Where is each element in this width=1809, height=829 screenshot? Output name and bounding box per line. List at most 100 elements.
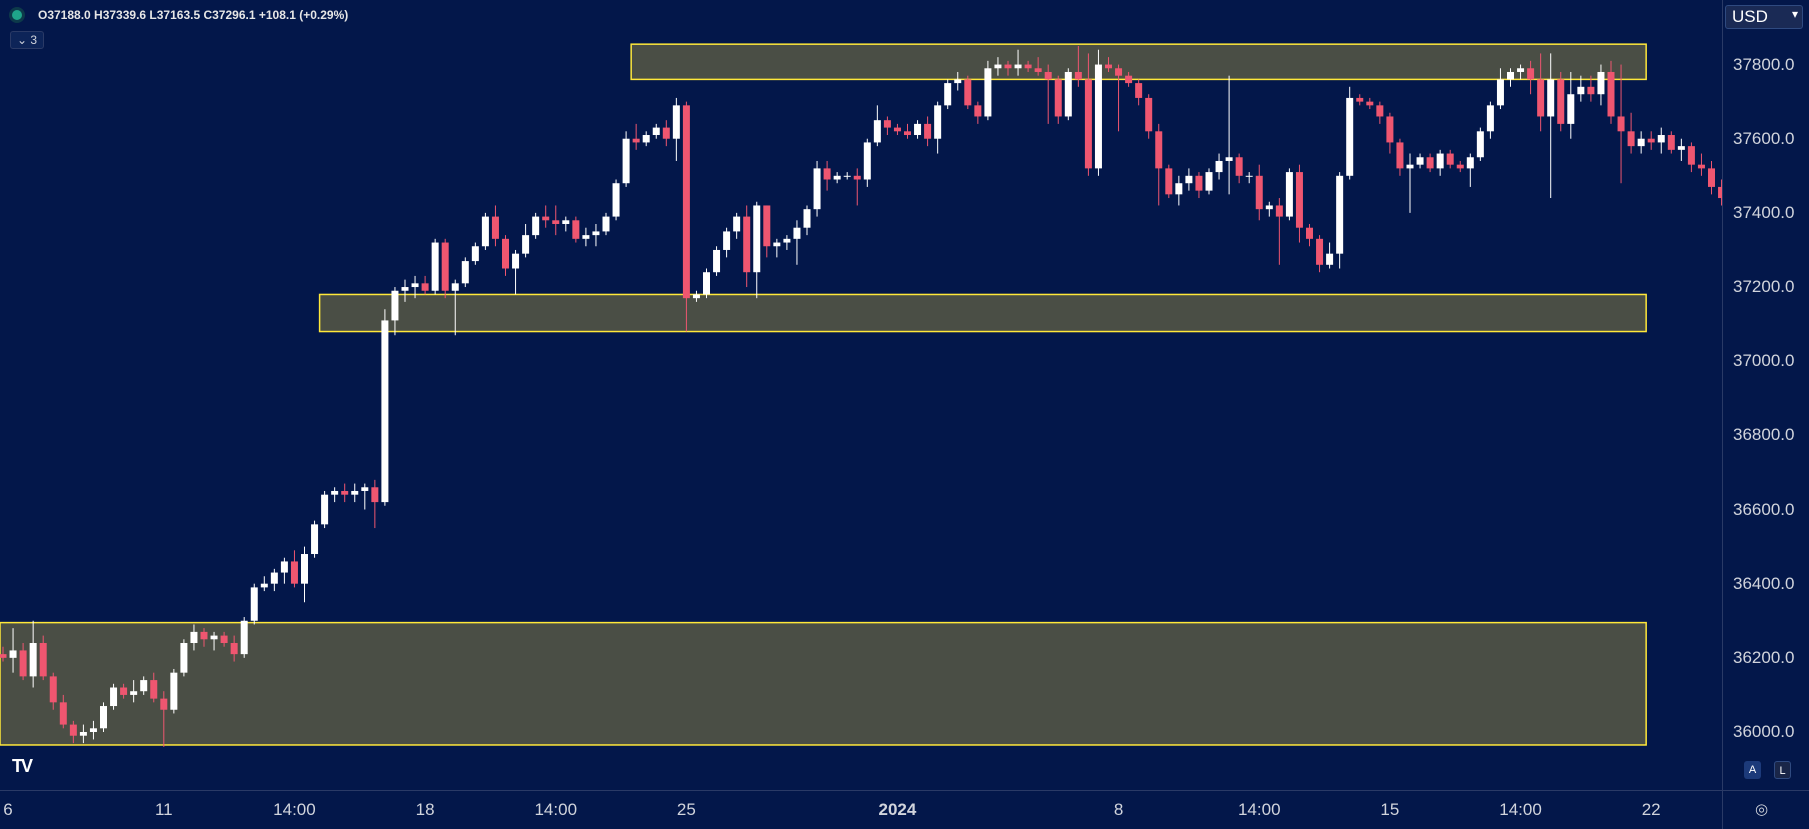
candle-body <box>582 235 590 239</box>
candle-body <box>512 253 520 269</box>
candle <box>1195 172 1203 199</box>
price-tick-label: 37800.0 <box>1733 54 1795 74</box>
candle <box>904 123 911 139</box>
candle-body <box>1416 157 1424 165</box>
candle <box>69 720 77 744</box>
candle <box>1285 168 1293 221</box>
candle-body <box>1436 153 1444 169</box>
chart-plot-area[interactable] <box>0 0 1722 790</box>
candle-body <box>49 676 57 703</box>
candle-body <box>1396 142 1404 169</box>
candle <box>914 120 922 139</box>
candle-body <box>120 687 128 695</box>
candle-body <box>1687 146 1695 165</box>
candle <box>1607 60 1615 124</box>
candle-body <box>873 120 881 143</box>
candle <box>1275 198 1283 265</box>
candle-body <box>1074 71 1082 80</box>
candle <box>1044 64 1052 124</box>
candle-body <box>1084 79 1092 169</box>
candle-body <box>421 283 429 291</box>
candle <box>351 483 359 503</box>
scale-corner: ◎ <box>1722 790 1809 829</box>
candle-body <box>833 175 841 180</box>
candle <box>39 635 47 681</box>
candle <box>582 227 590 247</box>
candle-body <box>632 138 640 143</box>
candle <box>1054 75 1062 124</box>
candle <box>1597 64 1605 106</box>
auto-scale-button[interactable]: A <box>1744 761 1761 779</box>
time-tick-label: 11 <box>154 800 173 819</box>
candle-body <box>552 220 560 225</box>
settings-icon[interactable]: ◎ <box>1755 801 1769 818</box>
candle-body <box>1577 86 1585 95</box>
candle-body <box>572 220 580 239</box>
candle-body <box>1346 97 1354 176</box>
candle <box>934 101 942 154</box>
candle-body <box>1567 94 1575 124</box>
candle <box>89 720 97 740</box>
candle <box>682 101 690 332</box>
price-tick-label: 36600.0 <box>1733 499 1795 519</box>
candle <box>1245 172 1253 184</box>
candle <box>150 672 158 703</box>
time-tick-label: 14:00 <box>534 800 578 819</box>
candle <box>1084 53 1092 176</box>
candle-body <box>210 635 218 640</box>
time-scale[interactable]: 6 11 14:00 18 14:00 25 2024 8 14:00 15 14:00 22 <box>0 790 1722 829</box>
candle-body <box>1637 138 1645 147</box>
candle-body <box>1446 153 1454 165</box>
candle <box>763 205 771 258</box>
candle-body <box>200 631 208 640</box>
candle <box>471 242 479 265</box>
candle-body <box>964 79 972 106</box>
time-tick-label: 8 <box>1113 800 1124 819</box>
candle-body <box>763 205 771 247</box>
candle <box>552 205 560 236</box>
candle <box>1386 112 1394 154</box>
candle-body <box>391 290 399 321</box>
tradingview-logo-icon[interactable]: TV <box>12 756 33 776</box>
candle-body <box>974 105 982 117</box>
candle <box>1708 160 1715 195</box>
candle <box>863 138 871 187</box>
candle-body <box>612 183 620 217</box>
candle-body <box>733 216 741 232</box>
candle-body <box>1617 116 1625 132</box>
candle <box>1436 149 1444 176</box>
currency-selector[interactable]: USD ▾ <box>1725 5 1803 29</box>
candle <box>873 105 881 147</box>
candle-body <box>140 680 148 692</box>
candle <box>391 287 399 336</box>
candle <box>110 683 118 710</box>
candle-body <box>562 220 570 225</box>
candle-body <box>904 131 911 136</box>
candle <box>743 205 751 288</box>
candle <box>713 246 721 276</box>
candle-body <box>0 654 7 658</box>
candle <box>270 568 278 592</box>
time-tick-label: 18 <box>415 800 435 819</box>
log-scale-button[interactable]: L <box>1774 761 1791 779</box>
candle-body <box>1054 79 1062 117</box>
candle <box>562 216 570 232</box>
candle <box>1265 201 1273 217</box>
price-tick-label: 37200.0 <box>1733 277 1795 297</box>
candle <box>1527 60 1535 95</box>
candle-body <box>1205 172 1213 191</box>
candle <box>1135 79 1143 106</box>
candle <box>1155 123 1163 206</box>
time-tick-label: 14:00 <box>1499 800 1542 819</box>
candle-body <box>1215 160 1223 173</box>
candle-body <box>150 680 158 699</box>
price-scale[interactable]: 36000.0 36200.0 36400.0 36600.0 36800.0 37000… <box>1722 0 1809 790</box>
candle <box>944 79 952 110</box>
candle <box>491 205 499 247</box>
candle <box>1115 64 1123 132</box>
candle <box>1215 153 1223 180</box>
candle <box>311 520 319 558</box>
status-dot-icon <box>12 10 22 20</box>
candle-body <box>371 487 379 503</box>
indicator-collapse-toggle[interactable]: ⌄ 3 <box>10 31 45 49</box>
